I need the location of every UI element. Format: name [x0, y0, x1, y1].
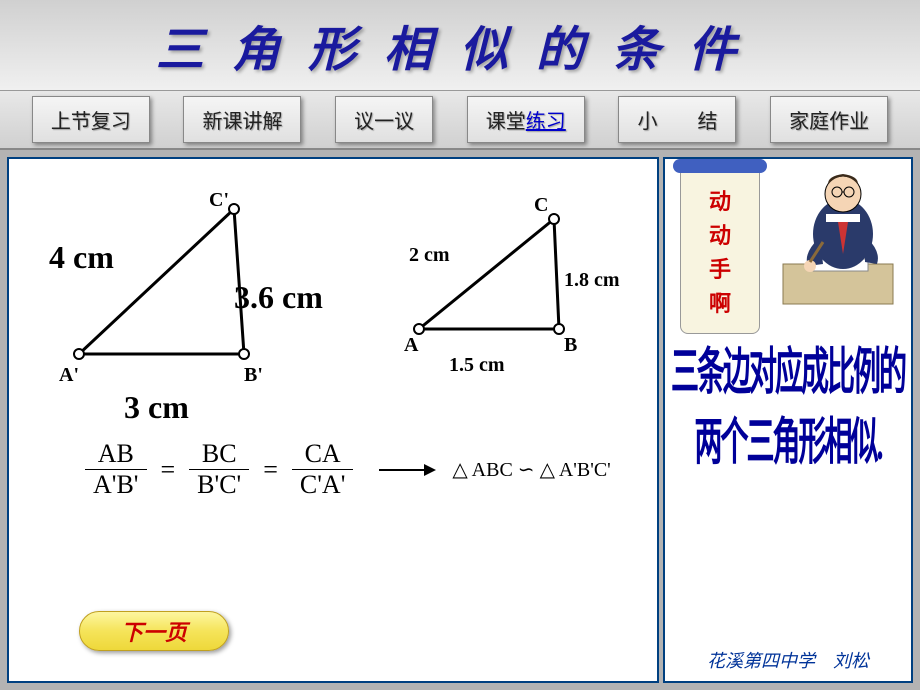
- footer-credit: 花溪第四中学 刘松: [665, 647, 911, 673]
- nav-bar: 上节复习 新课讲解 议一议 课堂练习 小 结 家庭作业: [0, 90, 920, 150]
- frac1-den: A'B': [85, 469, 147, 500]
- fraction-1: AB A'B': [85, 439, 147, 500]
- vertex-c: C: [534, 194, 548, 217]
- header: 三角形相似的条件: [0, 0, 920, 90]
- side-ab: 1.5 cm: [449, 354, 505, 377]
- banner-char-1: 动: [709, 185, 731, 219]
- main-area: A' B' C' 4 cm 3.6 cm 3 cm A B C 2 cm 1.8…: [0, 150, 920, 690]
- equation: AB A'B' = BC B'C' = CA C'A' △ ABC ∽ △ A'…: [79, 439, 611, 500]
- vertex-c-prime: C': [209, 189, 229, 212]
- nav-lecture[interactable]: 新课讲解: [183, 96, 301, 143]
- banner-char-2: 动: [709, 219, 731, 253]
- arrow-icon: [379, 469, 434, 471]
- conclusion-text: △ ABC ∽ △ A'B'C': [452, 457, 610, 482]
- triangle-small: [399, 199, 589, 359]
- side-line-2: 两个三角形相似.: [694, 403, 881, 475]
- frac3-num: CA: [297, 439, 349, 469]
- teacher-illustration: [773, 164, 903, 314]
- page-title: 三角形相似的条件: [156, 10, 764, 80]
- vertex-a: A: [404, 334, 418, 357]
- nav-homework[interactable]: 家庭作业: [770, 96, 888, 143]
- equals-1: =: [161, 455, 176, 485]
- arrow-conclusion: △ ABC ∽ △ A'B'C': [379, 457, 610, 482]
- banner-char-3: 手: [709, 253, 731, 287]
- side-ac-prime: 4 cm: [49, 239, 114, 276]
- nav-discuss[interactable]: 议一议: [335, 96, 433, 143]
- side-line-1: 三条边对应成比例的: [671, 333, 905, 405]
- nav-practice-link: 练习: [526, 111, 566, 133]
- banner-char-4: 啊: [709, 287, 731, 321]
- side-bc: 1.8 cm: [564, 269, 620, 292]
- scroll-banner: 动 动 手 啊: [680, 164, 760, 334]
- side-text-block: 三条边对应成比例的 两个三角形相似.: [685, 349, 891, 459]
- nav-practice-prefix: 课堂: [486, 111, 526, 133]
- frac2-num: BC: [194, 439, 245, 469]
- content-panel: A' B' C' 4 cm 3.6 cm 3 cm A B C 2 cm 1.8…: [7, 157, 659, 683]
- vertex-b: B: [564, 334, 577, 357]
- side-ac: 2 cm: [409, 244, 450, 267]
- equals-2: =: [263, 455, 278, 485]
- frac2-den: B'C': [189, 469, 249, 500]
- frac1-num: AB: [90, 439, 142, 469]
- fraction-2: BC B'C': [189, 439, 249, 500]
- nav-summary[interactable]: 小 结: [618, 96, 736, 143]
- frac3-den: C'A': [292, 469, 354, 500]
- side-panel: 动 动 手 啊 三条边对应成比例的 两个三角形相似. 花溪第四中学 刘松: [663, 157, 913, 683]
- next-page-button[interactable]: 下一页: [79, 611, 229, 651]
- nav-practice[interactable]: 课堂练习: [467, 96, 585, 143]
- vertex-a-prime: A': [59, 364, 79, 387]
- side-ab-prime: 3 cm: [124, 389, 189, 426]
- nav-review[interactable]: 上节复习: [32, 96, 150, 143]
- fraction-3: CA C'A': [292, 439, 354, 500]
- vertex-b-prime: B': [244, 364, 263, 387]
- side-bc-prime: 3.6 cm: [234, 279, 323, 316]
